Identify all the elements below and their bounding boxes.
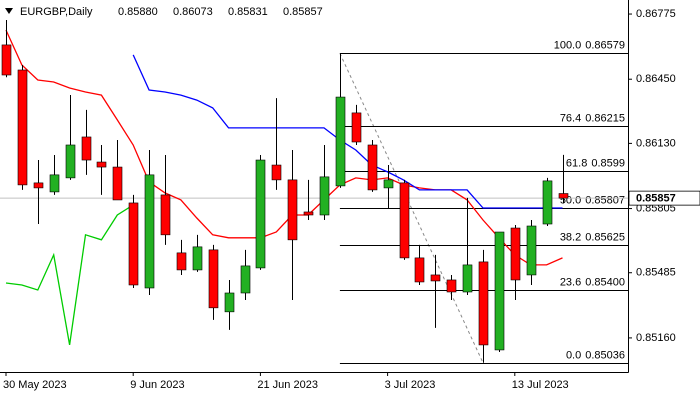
- candle-body: [192, 246, 203, 271]
- candle-body: [399, 182, 410, 259]
- candle-body: [430, 274, 441, 282]
- candle-body: [112, 166, 123, 201]
- fib-price: 0.8599: [591, 157, 625, 169]
- fib-level-label: 61.8: [566, 157, 587, 169]
- ohlc-value: 0.86073: [173, 6, 213, 18]
- ohlc-value: 0.85831: [228, 6, 268, 18]
- y-tick-label: 0.86775: [636, 8, 676, 20]
- candle-body: [383, 179, 394, 189]
- candle-body: [81, 136, 92, 161]
- y-tick-label: 0.86450: [636, 73, 676, 85]
- candle-body: [208, 249, 219, 309]
- candle-body: [49, 174, 60, 193]
- candle-body: [542, 180, 553, 225]
- candle-body: [176, 252, 187, 271]
- fib-level-label: 23.6: [560, 276, 581, 288]
- candle-body: [335, 96, 346, 187]
- candle-body: [303, 211, 314, 216]
- candle-body: [33, 182, 44, 189]
- fib-price: 0.85625: [585, 231, 625, 243]
- current-price-label: 0.85857: [636, 193, 676, 205]
- ohlc-value: 0.85880: [118, 6, 158, 18]
- candle-body: [367, 144, 378, 191]
- candle-body: [494, 231, 505, 351]
- fib-level-label: 38.2: [560, 231, 581, 243]
- candle-body: [144, 174, 155, 289]
- fib-price: 0.85036: [585, 349, 625, 361]
- candle-body: [255, 159, 266, 269]
- candle-body: [128, 202, 139, 286]
- x-tick-label: 9 Jun 2023: [130, 379, 184, 391]
- candle-body: [526, 225, 537, 276]
- candle-body: [558, 193, 569, 199]
- ohlc-value: 0.85857: [283, 6, 323, 18]
- fib-price: 0.86215: [585, 112, 625, 124]
- candle-body: [462, 264, 473, 293]
- current-price-box: [628, 190, 700, 206]
- candle-body: [510, 227, 521, 281]
- candle-body: [287, 179, 298, 241]
- candle-body: [319, 176, 330, 216]
- fib-price: 0.85400: [585, 276, 625, 288]
- fib-level-label: 100.0: [554, 39, 582, 51]
- candle-body: [271, 164, 282, 181]
- candle-body: [414, 257, 425, 283]
- collapse-icon[interactable]: [5, 8, 13, 14]
- indicator-line: [132, 54, 563, 209]
- candle-body: [65, 144, 76, 179]
- ohlc-header: 0.85880 0.86073 0.85831 0.85857: [118, 6, 323, 18]
- candle-body: [446, 279, 457, 293]
- candle-body: [240, 265, 251, 294]
- x-tick-label: 13 Jul 2023: [512, 379, 569, 391]
- candle-body: [1, 44, 12, 76]
- fib-level-label: 76.4: [560, 112, 581, 124]
- fib-price: 0.85807: [585, 194, 625, 206]
- candle-body: [96, 161, 107, 168]
- fib-price: 0.86579: [585, 39, 625, 51]
- symbol: EURGBP,Daily: [20, 6, 93, 18]
- candle-body: [351, 112, 362, 143]
- fib-level-label: 0.0: [566, 349, 581, 361]
- x-tick-label: 30 May 2023: [3, 379, 67, 391]
- candle-body: [160, 194, 171, 236]
- candle-body: [17, 69, 28, 186]
- x-tick-label: 3 Jul 2023: [385, 379, 436, 391]
- indicator-line: [5, 29, 563, 266]
- y-tick-label: 0.86130: [636, 137, 676, 149]
- candle-body: [224, 292, 235, 313]
- y-tick-label: 0.85160: [636, 332, 676, 344]
- x-tick-label: 21 Jun 2023: [257, 379, 318, 391]
- y-tick-label: 0.85485: [636, 267, 676, 279]
- indicator-line: [5, 204, 134, 346]
- candle-body: [478, 261, 489, 346]
